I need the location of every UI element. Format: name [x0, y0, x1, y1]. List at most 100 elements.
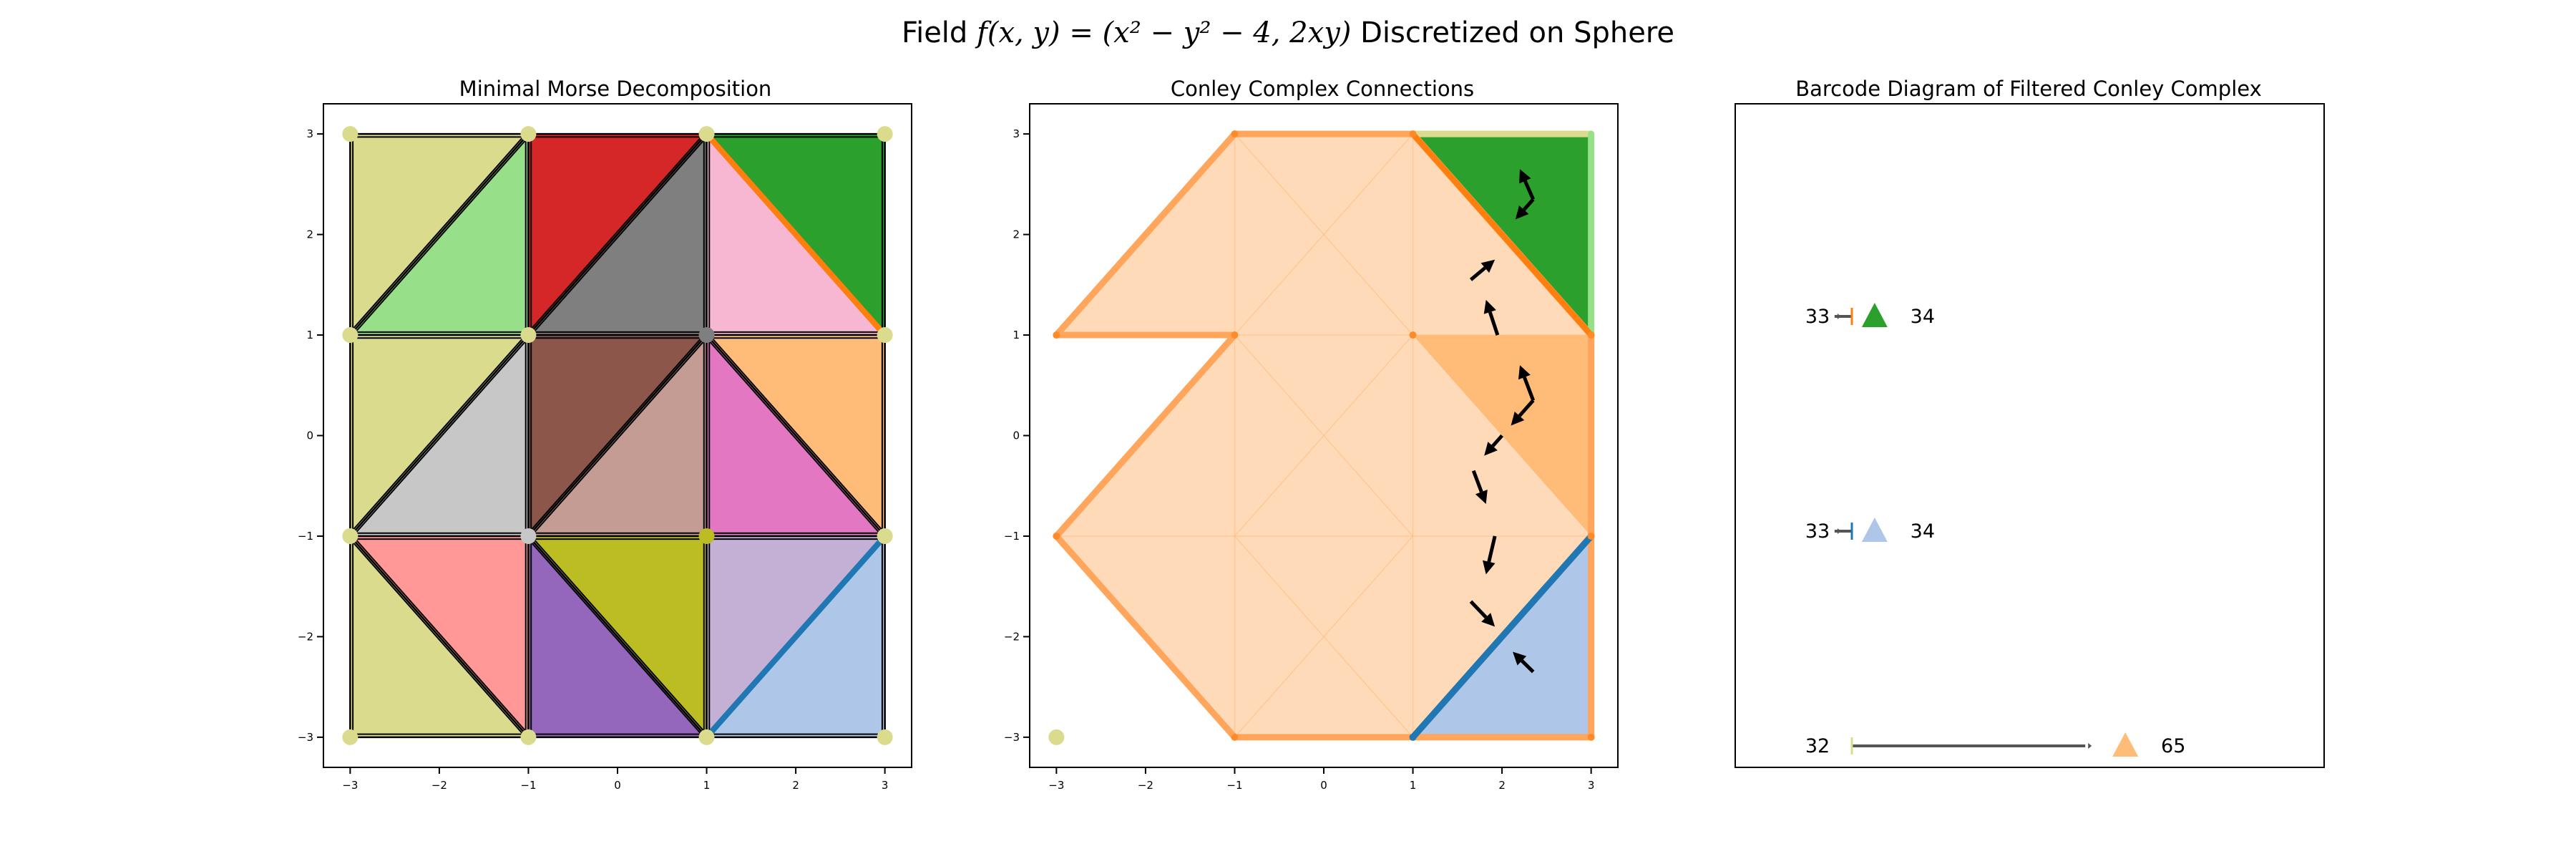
conley-arrow-10: [1513, 651, 1535, 674]
morse-triangle-inner-border-3: [532, 137, 705, 333]
conley-ytick-label: −1: [1004, 530, 1020, 543]
conley-ytick-label: −2: [1004, 630, 1020, 643]
morse-ytick-label: 1: [306, 329, 313, 341]
conley-arrow-9: [1469, 600, 1496, 627]
morse-vertex-15: [877, 729, 893, 745]
conley-arrow-6: [1484, 434, 1503, 456]
figure-title-math: f(x, y) = (x² − y² − 4, 2xy): [975, 16, 1351, 49]
morse-vertex-1: [520, 126, 537, 142]
conley-vertex-8: [1231, 733, 1239, 741]
barcode-end-label: 34: [1911, 520, 1935, 543]
barcode-interval-arrowhead: [1837, 314, 1841, 319]
morse-triangle-inner-border-9: [532, 339, 705, 534]
morse-vertex-9: [520, 528, 537, 544]
morse-vertex-12: [342, 729, 358, 745]
conley-diagonal-edge-blue: [1410, 533, 1595, 741]
conley-xtick-label: −2: [1138, 779, 1153, 792]
conley-ytick-label: 2: [1013, 228, 1020, 241]
morse-vertex-3: [877, 126, 893, 142]
barcode-start-label: 33: [1805, 306, 1830, 328]
conley-arrow-4: [1518, 365, 1536, 402]
morse-triangle-inner-border-11: [708, 339, 882, 534]
barcode-start-label: 33: [1805, 520, 1830, 543]
morse-panel-title: Minimal Morse Decomposition: [459, 77, 772, 101]
conley-ytick-label: 1: [1013, 329, 1020, 341]
morse-ytick-label: −2: [298, 630, 313, 643]
figure-title-suffix: Discretized on Sphere: [1351, 16, 1674, 49]
morse-vertex-6: [698, 327, 715, 344]
morse-vertex-13: [520, 729, 537, 745]
morse-edge-1: [704, 534, 887, 739]
conley-inner-edge-9: [1234, 535, 1414, 738]
morse-panel: Minimal Morse Decomposition −3 −2 −1 0 1 2 3 −3…: [298, 77, 912, 792]
morse-xtick-label: −1: [520, 779, 536, 792]
conley-xtick-label: 3: [1588, 779, 1595, 792]
barcode-panel: Barcode Diagram of Filtered Conley Compl…: [1735, 77, 2325, 768]
barcode-end-label: 34: [1911, 306, 1935, 328]
morse-ytick-label: −1: [298, 530, 313, 543]
morse-triangle-inner-border-15: [532, 538, 705, 734]
figure-title-prefix: Field: [902, 16, 977, 49]
barcode-death-marker: [1861, 303, 1888, 327]
barcode-interval-arrowhead: [1837, 528, 1841, 534]
morse-ticks: −3 −2 −1 0 1 2 3 −3 −2 −1 0 1 2 3: [298, 127, 889, 792]
morse-triangles: [348, 131, 887, 740]
conley-isolated-vertex: [1048, 729, 1065, 745]
morse-ytick-label: 2: [306, 228, 313, 241]
morse-triangle-inner-border-13: [353, 538, 527, 734]
morse-triangle-borders: [352, 136, 883, 735]
morse-vertex-14: [698, 729, 715, 745]
morse-triangle-inner-border-10: [710, 337, 883, 533]
conley-vertex-1: [1409, 130, 1417, 138]
morse-xtick-label: 3: [882, 779, 889, 792]
conley-vertex-4: [1409, 331, 1417, 339]
conley-vertex-3: [1231, 331, 1239, 339]
conley-vertex-5: [1587, 331, 1595, 339]
conley-region-orange: [1413, 335, 1591, 536]
morse-triangle-inner-border-6: [352, 337, 525, 533]
conley-inner-edge-8: [1234, 334, 1414, 537]
morse-triangle-inner-border-7: [353, 339, 527, 534]
morse-edges: [704, 132, 887, 739]
morse-ytick-label: 0: [306, 430, 313, 442]
morse-xtick-label: 0: [614, 779, 621, 792]
morse-xtick-label: 1: [703, 779, 711, 792]
barcode-panel-title: Barcode Diagram of Filtered Conley Compl…: [1795, 77, 2262, 101]
conley-xtick-label: −3: [1048, 779, 1064, 792]
conley-vertex-2: [1053, 331, 1060, 339]
morse-xtick-label: −3: [342, 779, 358, 792]
barcode-start-label: 32: [1805, 735, 1830, 757]
barcode-bars: 33 34 33 34 32 65: [1805, 303, 2185, 757]
conley-ytick-label: −3: [1004, 731, 1020, 744]
morse-vertex-8: [342, 528, 358, 544]
conley-arrow-5: [1511, 399, 1535, 426]
morse-vertex-0: [342, 126, 358, 142]
morse-vertex-4: [342, 327, 358, 344]
morse-triangle-inner-border-1: [353, 137, 527, 333]
barcode-axes-frame: [1735, 103, 2325, 768]
morse-vertices: [342, 126, 893, 745]
conley-vertex-6: [1053, 532, 1060, 540]
conley-ytick-label: 3: [1013, 127, 1020, 140]
morse-vertex-5: [520, 327, 537, 344]
barcode-interval-arrowhead: [2088, 743, 2092, 749]
conley-arrow-1: [1483, 299, 1500, 336]
morse-vertex-7: [877, 327, 893, 344]
morse-xtick-label: 2: [792, 779, 799, 792]
morse-vertex-11: [877, 528, 893, 544]
morse-triangle-inner-border-0: [352, 136, 525, 331]
morse-vertex-10: [698, 528, 715, 544]
conley-arrow-2: [1519, 169, 1535, 200]
conley-panel: Conley Complex Connections −3 −2 −1 0 1 2 3−3−…: [1004, 77, 1619, 792]
conley-regions: [1048, 130, 1595, 745]
conley-diagonal-edge-orange: [1410, 131, 1594, 339]
conley-arrow-0: [1469, 259, 1496, 281]
morse-ytick-label: 3: [306, 127, 313, 140]
figure-title: Field f(x, y) = (x² − y² − 4, 2xy) Discr…: [902, 16, 1674, 49]
barcode-death-marker: [1861, 518, 1888, 542]
morse-triangle-inner-border-14: [530, 540, 703, 735]
conley-arrow-3: [1515, 198, 1535, 220]
morse-ytick-label: −3: [298, 731, 313, 744]
conley-vertex-7: [1587, 532, 1595, 540]
